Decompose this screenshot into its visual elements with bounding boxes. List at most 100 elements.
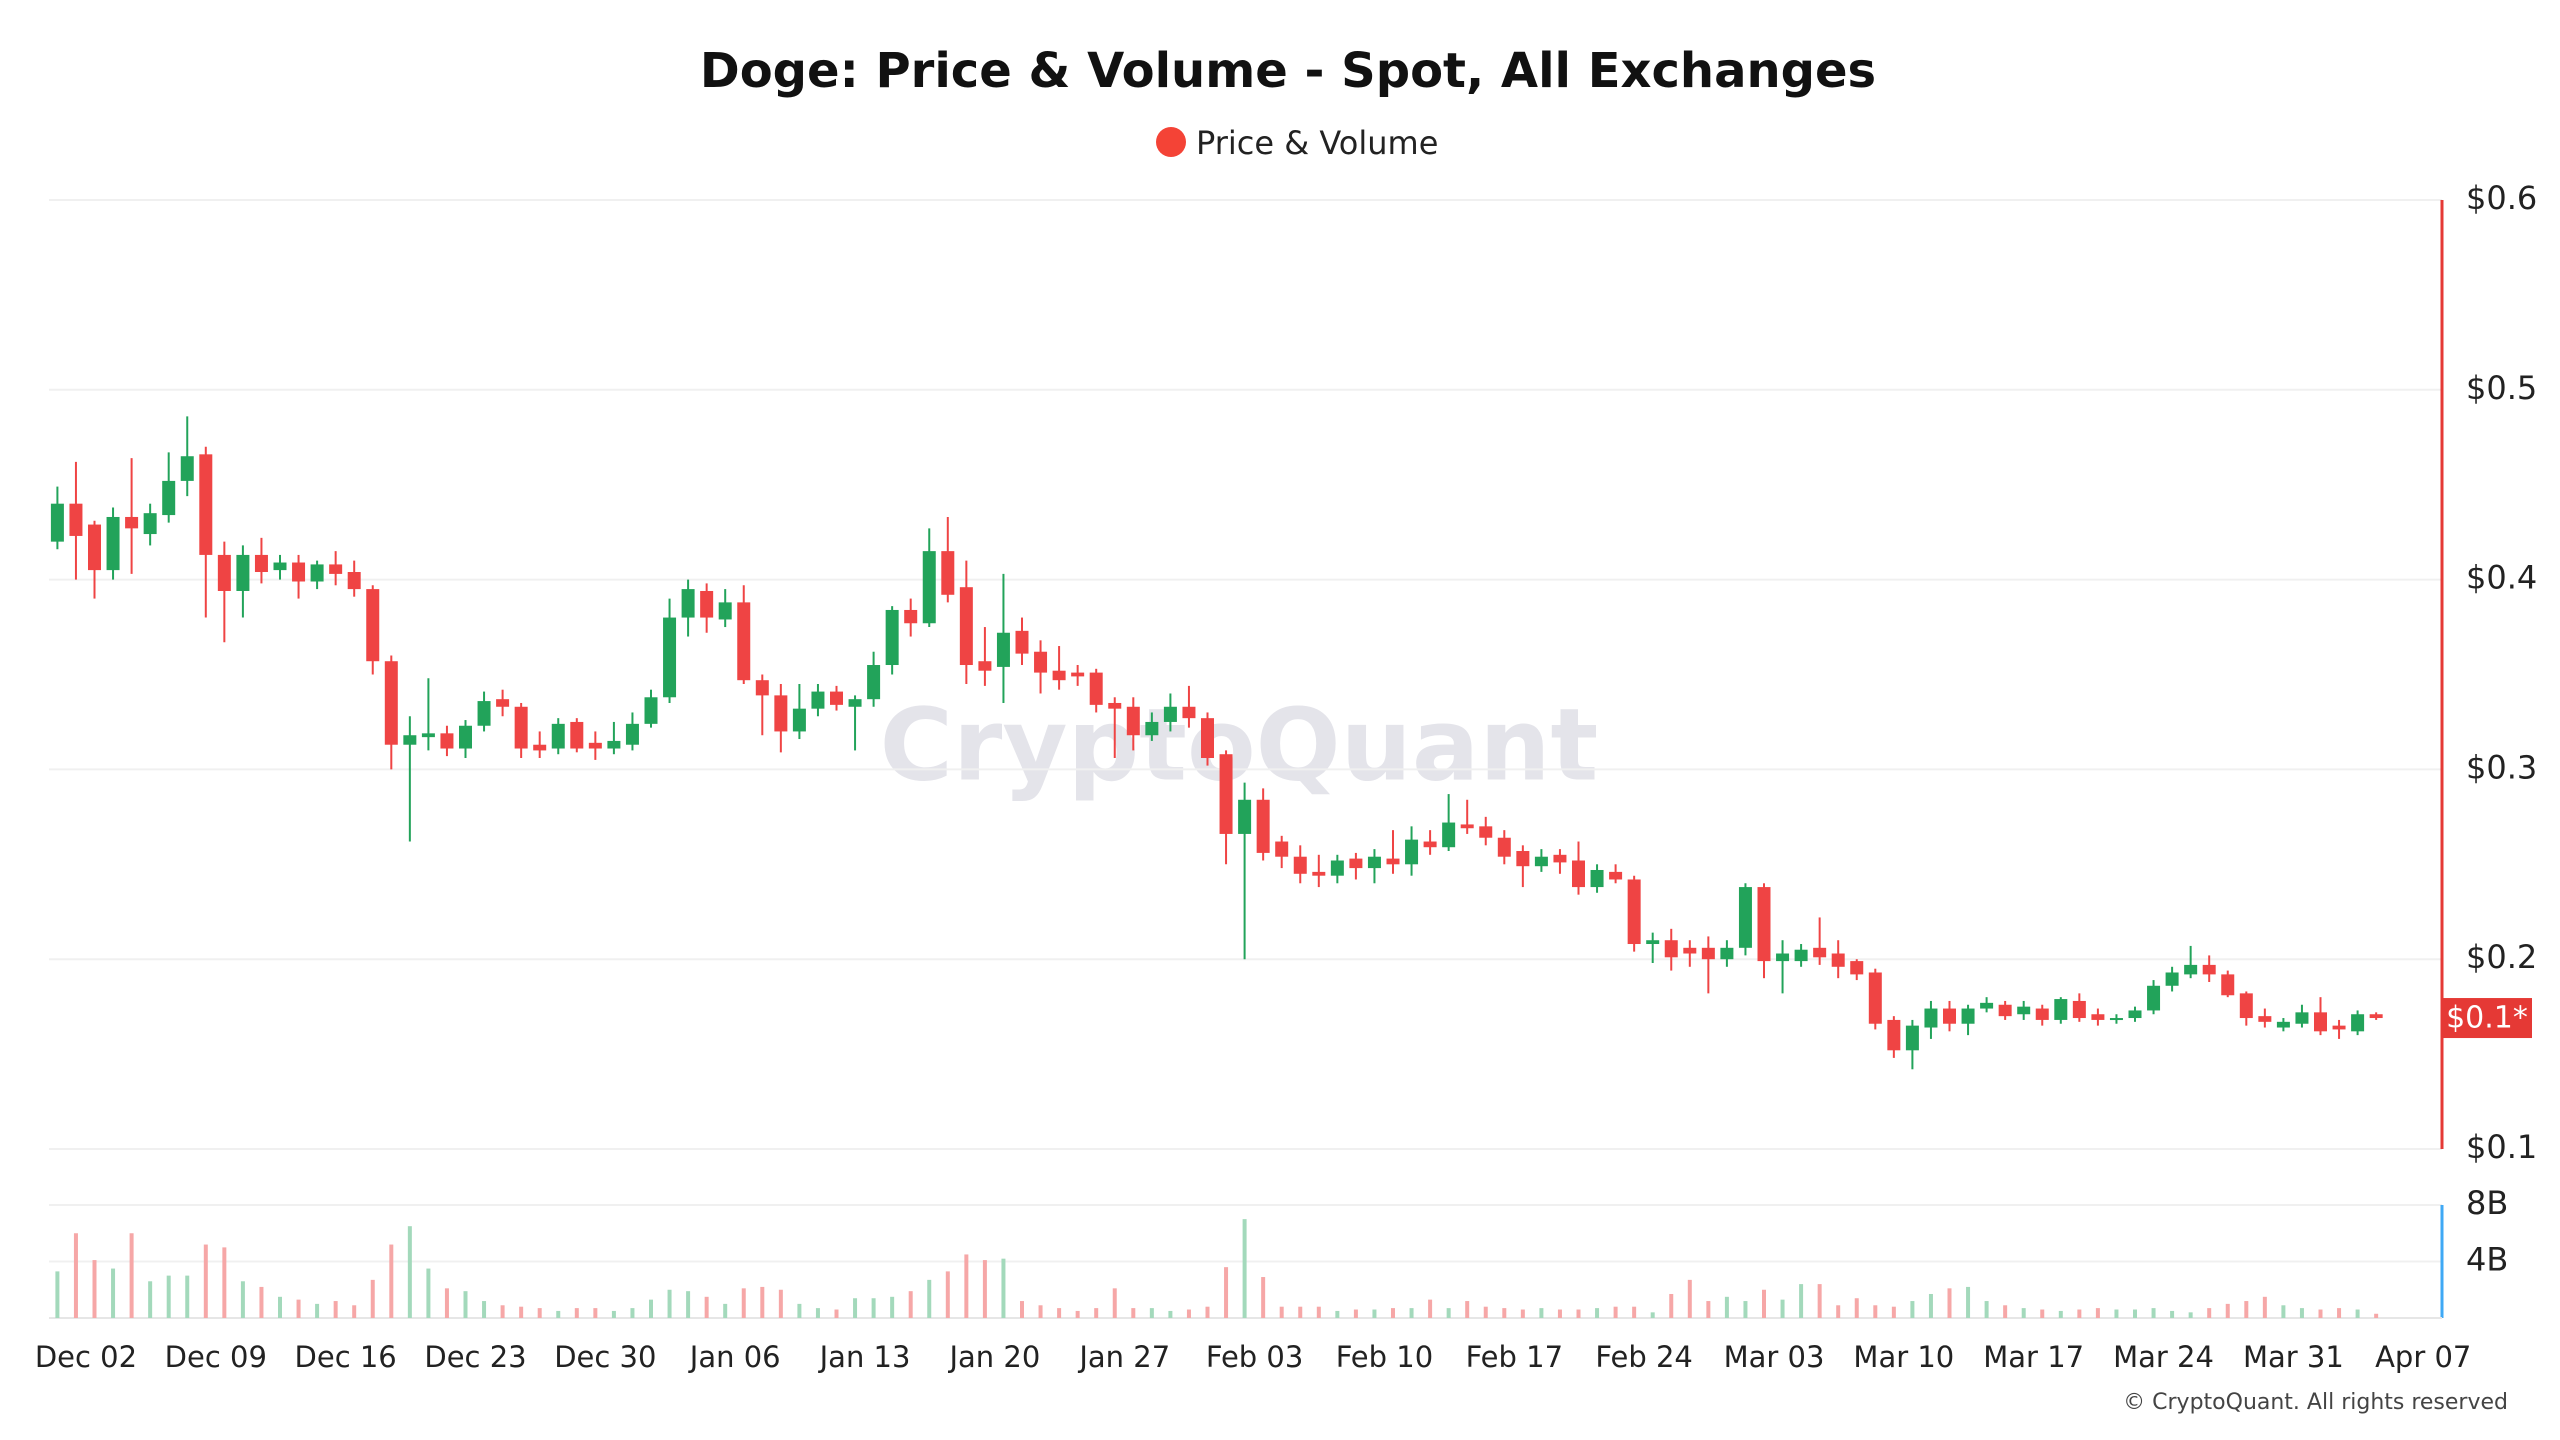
candle-body (199, 454, 213, 555)
candle-body (2276, 1021, 2290, 1028)
volume-bar (1891, 1306, 1896, 1318)
volume-bar (1224, 1267, 1229, 1318)
candle-body (1015, 630, 1029, 654)
candle-body (384, 661, 398, 745)
candle-body (1720, 947, 1734, 960)
volume-bar (778, 1289, 783, 1318)
volume-bar (649, 1299, 653, 1318)
x-tick-label: Dec 30 (554, 1340, 656, 1374)
volume-bar (945, 1271, 950, 1318)
volume-bar (1205, 1306, 1210, 1318)
candle-body (403, 735, 417, 745)
candle-body (2128, 1010, 2142, 1019)
candle-body (2351, 1014, 2365, 1032)
volume-bar (2095, 1308, 2100, 1318)
volume-bar (723, 1303, 728, 1318)
volume-bar (463, 1291, 468, 1318)
x-tick-label: Feb 10 (1336, 1340, 1433, 1374)
candle-body (1664, 940, 1678, 958)
candle-body (1293, 856, 1307, 874)
candle-body (273, 562, 287, 571)
volume-bar (500, 1305, 505, 1318)
candle-body (867, 665, 881, 700)
volume-bar (1613, 1306, 1618, 1318)
volume-bar (166, 1275, 171, 1318)
candle-body (459, 725, 472, 749)
candle-body (1813, 947, 1827, 958)
candle-body (959, 587, 973, 666)
volume-bar (2170, 1310, 2175, 1318)
candle-body (1442, 822, 1456, 848)
candle-body (1405, 839, 1419, 865)
candle-body (663, 617, 677, 698)
candle-body (681, 589, 695, 618)
candle-body (1609, 871, 1623, 880)
x-tick-label: Jan 20 (947, 1340, 1040, 1374)
candle-body (1126, 706, 1140, 736)
volume-bar (426, 1268, 431, 1318)
volume-bar (1706, 1301, 1711, 1318)
volume-bar (333, 1301, 338, 1318)
candle-body (1219, 754, 1233, 834)
y-tick-label: $0.2 (2466, 938, 2537, 976)
candle-body (292, 562, 306, 582)
volume-bar (1780, 1299, 1785, 1318)
candle-body (1516, 851, 1530, 867)
candle-body (421, 733, 435, 738)
candle-body (2202, 964, 2216, 975)
candle-body (1646, 940, 1660, 945)
candle-body (1275, 841, 1289, 857)
candle-body (329, 564, 343, 574)
volume-bar (2151, 1308, 2156, 1318)
candle-body (1943, 1008, 1956, 1024)
volume-bar (1094, 1308, 1099, 1318)
volume-bar (2040, 1309, 2045, 1318)
candle-body (1831, 953, 1845, 967)
candle-body (830, 691, 843, 705)
volume-bar (1112, 1288, 1117, 1318)
volume-bar (1762, 1289, 1766, 1318)
candle-body (1572, 860, 1585, 888)
candle-body (180, 456, 194, 481)
volume-bar (815, 1308, 820, 1318)
volume-bar (537, 1308, 542, 1318)
x-tick-label: Dec 09 (165, 1340, 267, 1374)
candle-body (2332, 1025, 2346, 1030)
candle-body (1034, 651, 1048, 673)
candle-body (1757, 887, 1771, 962)
volume-bar (1001, 1258, 1006, 1318)
volume-bar (2374, 1313, 2379, 1318)
candle-body (1534, 856, 1548, 867)
x-tick-label: Jan 13 (818, 1340, 911, 1374)
volume-bar (1650, 1312, 1655, 1318)
volume-bar (853, 1298, 858, 1318)
candle-body (1701, 947, 1715, 960)
volume-bar (1465, 1301, 1470, 1318)
candle-body (310, 564, 324, 582)
candle-body (477, 701, 491, 726)
candle-body (125, 516, 139, 529)
candle-body (718, 602, 732, 620)
candle-body (143, 513, 157, 535)
candle-body (2091, 1014, 2105, 1020)
candle-body (1089, 672, 1103, 705)
candle-body (1479, 826, 1493, 838)
volume-bar (2188, 1312, 2193, 1318)
volume-bar (1242, 1219, 1247, 1318)
x-tick-label: Dec 16 (295, 1340, 397, 1374)
volume-bar (593, 1308, 598, 1318)
candle-body (1238, 799, 1252, 834)
volume-bar (797, 1303, 802, 1318)
volume-bar (1687, 1279, 1692, 1318)
volume-bar (890, 1296, 895, 1318)
volume-bar (1335, 1310, 1340, 1318)
candle-body (644, 697, 658, 724)
volume-bar (1279, 1306, 1284, 1318)
volume-bar (1057, 1308, 1062, 1318)
volume-bar (407, 1226, 412, 1318)
candle-body (514, 706, 528, 749)
candle-body (1553, 854, 1567, 863)
volume-bar (55, 1271, 60, 1318)
candle-body (2054, 999, 2068, 1020)
